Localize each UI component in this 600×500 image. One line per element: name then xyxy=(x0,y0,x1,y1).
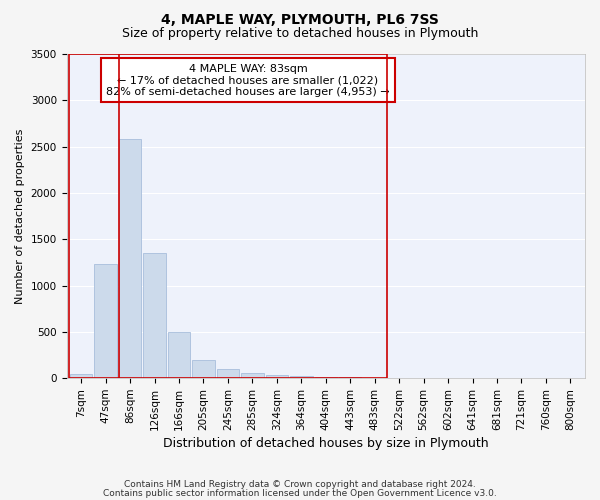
Bar xyxy=(217,369,239,378)
Y-axis label: Number of detached properties: Number of detached properties xyxy=(15,128,25,304)
Bar xyxy=(290,376,313,378)
Bar xyxy=(168,332,190,378)
Bar xyxy=(192,360,215,378)
X-axis label: Distribution of detached houses by size in Plymouth: Distribution of detached houses by size … xyxy=(163,437,488,450)
Text: Contains public sector information licensed under the Open Government Licence v3: Contains public sector information licen… xyxy=(103,488,497,498)
Text: Size of property relative to detached houses in Plymouth: Size of property relative to detached ho… xyxy=(122,28,478,40)
Text: 4 MAPLE WAY: 83sqm
← 17% of detached houses are smaller (1,022)
82% of semi-deta: 4 MAPLE WAY: 83sqm ← 17% of detached hou… xyxy=(106,64,390,97)
Text: 4, MAPLE WAY, PLYMOUTH, PL6 7SS: 4, MAPLE WAY, PLYMOUTH, PL6 7SS xyxy=(161,12,439,26)
Bar xyxy=(119,139,142,378)
Bar xyxy=(94,264,117,378)
Bar xyxy=(70,374,92,378)
Bar xyxy=(314,377,337,378)
Bar xyxy=(143,253,166,378)
Bar xyxy=(241,372,263,378)
Bar xyxy=(266,374,288,378)
Text: Contains HM Land Registry data © Crown copyright and database right 2024.: Contains HM Land Registry data © Crown c… xyxy=(124,480,476,489)
